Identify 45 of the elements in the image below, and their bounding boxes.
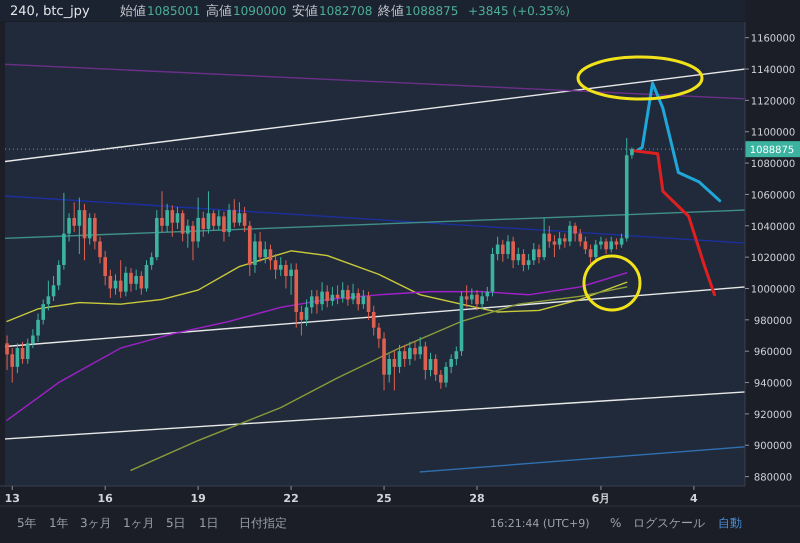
text: 1090000 [233,4,286,18]
y-tick-label: 1000000 [750,284,796,296]
x-tick-label: 19 [190,492,206,505]
text: 1085001 [147,4,200,18]
y-tick-label: 940000 [754,378,792,390]
text: 16:21:44 (UTC+9) [490,517,590,530]
x-tick-label: 6月 [592,492,610,505]
y-tick-label: 960000 [754,347,792,358]
y-tick-label: 920000 [754,410,792,421]
y-tick-label: 1080000 [750,159,796,170]
text: 1082708 [319,4,372,18]
text: +3845 (+0.35%) [468,4,570,18]
y-tick-label: 1160000 [750,34,796,45]
y-tick-label: 1140000 [750,65,796,76]
text: ログスケール [633,516,705,530]
text: 始値 [120,4,146,19]
x-tick-label: 4 [690,492,698,505]
y-tick-label: 880000 [754,472,792,484]
text: 5年 [17,516,37,530]
text: 自動 [718,516,742,530]
text: 終値 [377,4,404,19]
text: 安値 [292,3,318,19]
text: 高値 [206,3,232,19]
chart-title: 240, btc_jpy [10,4,90,19]
text: % [610,516,622,530]
text: 1日 [199,516,219,530]
text: 3ヶ月 [80,516,112,530]
text: 5日 [166,516,186,530]
y-tick-label: 1060000 [750,190,796,202]
x-tick-label: 22 [283,492,299,505]
y-tick-label: 1120000 [750,96,796,108]
y-tick-label: 1040000 [750,222,796,233]
ref-line-label: 1088875 [750,145,794,156]
x-tick-label: 13 [4,492,20,505]
y-tick-label: 1100000 [750,128,796,139]
text: 1088875 [405,4,458,18]
x-tick-label: 16 [98,492,114,505]
text: 1ヶ月 [123,516,155,530]
x-tick-label: 28 [469,492,485,505]
text: 日付指定 [239,516,287,530]
x-tick-label: 25 [376,492,392,505]
y-tick-label: 980000 [754,316,792,327]
y-tick-label: 900000 [754,441,792,452]
text: 1年 [49,516,69,530]
y-tick-label: 1020000 [750,253,796,264]
